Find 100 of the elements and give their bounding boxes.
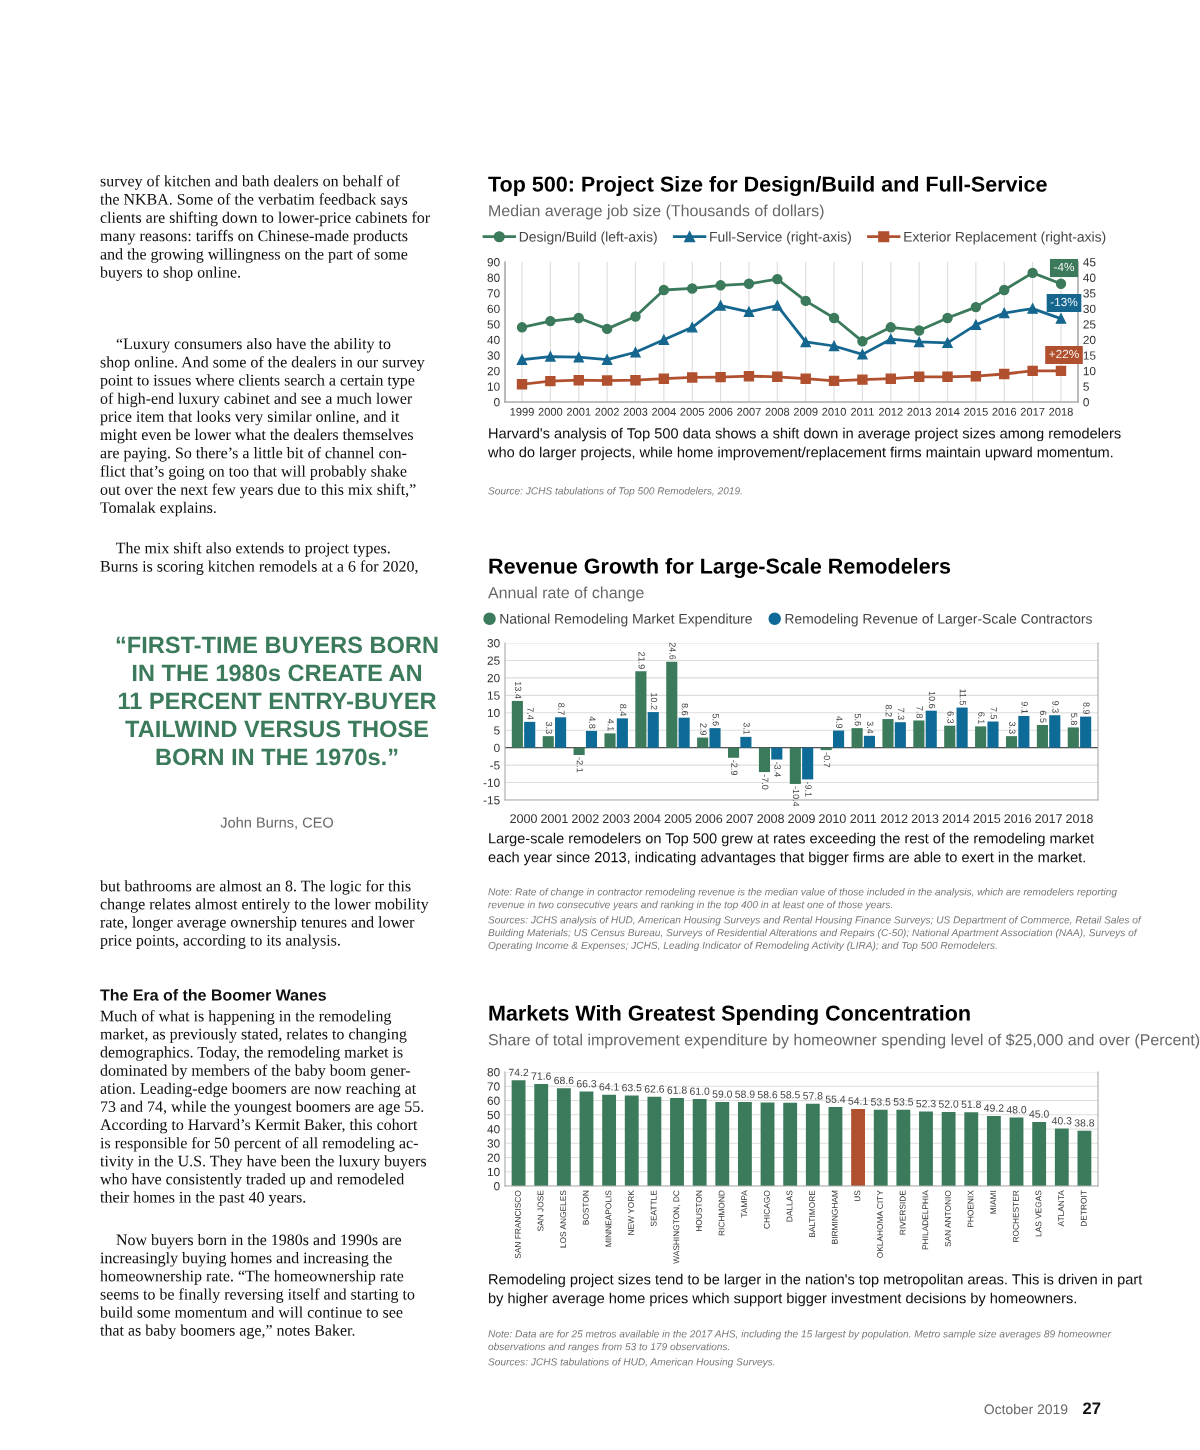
data-label: 55.4	[825, 1095, 846, 1103]
y2-tick-label: 0	[1083, 398, 1089, 407]
bar	[851, 1108, 866, 1186]
y-tick-label: 40	[487, 335, 500, 345]
y-tick-label: 10	[487, 1167, 500, 1177]
point	[970, 319, 982, 331]
bar	[556, 1088, 571, 1186]
data-label: 7.4	[527, 707, 534, 720]
bar	[697, 737, 709, 748]
point	[942, 371, 953, 383]
data-label: 64.1	[599, 1083, 619, 1091]
x-tick-label: 2016	[992, 407, 1017, 416]
point	[687, 322, 698, 333]
point	[942, 312, 953, 324]
text: Note: Data are for 25 metros available in the 2017 AHS, including the 15 largest by population. Metro sample size averages 89 homeowner observations and ranges from 53 to 179 observations.	[488, 1330, 1112, 1353]
y-tick-label: 80	[487, 1068, 500, 1077]
x-tick-label: MIAMI	[990, 1190, 997, 1214]
x-tick-label: SAN JOSE	[537, 1190, 544, 1231]
y-tick-label: 10	[487, 382, 500, 391]
data-label: 4.1	[607, 718, 614, 731]
point	[772, 273, 783, 285]
bar	[524, 721, 536, 748]
chart-title: Markets With Greatest Spending Concentration	[489, 1004, 970, 1026]
x-tick-label: 2000	[510, 814, 537, 824]
point	[658, 334, 670, 345]
bar	[602, 1094, 617, 1186]
point	[828, 340, 840, 352]
bar	[1036, 724, 1048, 748]
data-label: 62.6	[644, 1085, 665, 1093]
data-label: 8.6	[681, 703, 689, 716]
text: but bathrooms are almost an 8. The logic for this change relates almost entirely to the lower mobility rate, longer average ownership tenures and lower price points, according to its analysis.	[100, 880, 429, 949]
point	[857, 336, 868, 347]
y-tick-label: 25	[487, 656, 500, 665]
bar	[975, 726, 987, 748]
bar	[534, 1083, 549, 1186]
data-label: 66.3	[576, 1080, 597, 1088]
y-tick-label: 0	[494, 1182, 500, 1191]
y2-tick-label: 5	[1083, 382, 1089, 391]
data-label: 45.0	[1029, 1110, 1049, 1118]
data-label: 10.2	[650, 693, 658, 710]
data-label: 13.4	[514, 681, 522, 699]
x-tick-label: LAS VEGAS	[1035, 1190, 1042, 1237]
bar	[740, 736, 752, 748]
bar	[863, 735, 876, 748]
bar	[986, 1115, 1001, 1186]
bar	[1049, 715, 1061, 748]
point	[715, 300, 726, 311]
data-label: 53.5	[871, 1098, 891, 1106]
point	[516, 322, 528, 333]
bar	[709, 728, 721, 748]
point	[601, 323, 613, 335]
bar	[542, 736, 554, 748]
bar	[624, 1095, 639, 1186]
bar	[647, 712, 659, 748]
y-tick-label: 0	[494, 743, 500, 753]
bar	[727, 747, 740, 758]
bar	[789, 747, 801, 784]
bar	[964, 1112, 979, 1186]
bar	[913, 720, 925, 748]
x-tick-label: SAN FRANCISCO	[514, 1190, 521, 1259]
x-tick-label: 2007	[737, 407, 761, 416]
x-tick-label: LOS ANGELES	[560, 1190, 567, 1248]
bar	[616, 718, 628, 748]
bar	[894, 722, 906, 748]
x-tick-label: 2004	[633, 814, 661, 824]
data-label: 5.6	[854, 713, 862, 726]
point	[630, 375, 641, 386]
x-tick-label: 2010	[819, 814, 846, 824]
chart-title: Revenue Growth for Large-Scale Remodelers	[489, 557, 951, 579]
point	[1027, 365, 1038, 377]
data-label: 7.8	[916, 706, 923, 718]
point	[545, 351, 556, 362]
y-tick-label: 60	[487, 304, 500, 314]
bar	[1009, 1117, 1024, 1186]
point	[913, 336, 925, 348]
x-tick-label: 2003	[623, 407, 648, 416]
data-label: 7.3	[897, 708, 905, 720]
x-tick-label: BIRMINGHAM	[831, 1190, 838, 1244]
text: October 2019	[984, 1404, 1068, 1415]
source-note: Sources: JCHS tabulations of HUD, American Housing Surveys.	[488, 1358, 775, 1368]
bar	[1005, 736, 1018, 748]
x-tick-label: 2015	[964, 407, 988, 416]
point	[687, 372, 698, 383]
x-tick-label: 1999	[510, 407, 534, 416]
point	[715, 280, 726, 291]
data-label: 6.5	[1039, 710, 1047, 723]
x-tick-label: 2017	[1035, 814, 1062, 824]
bar	[783, 1102, 798, 1186]
bar	[833, 730, 845, 748]
data-label: 6.1	[978, 712, 985, 724]
x-tick-label: 2016	[1004, 814, 1032, 824]
y2-tick-label: 35	[1083, 289, 1096, 298]
data-label: 10.6	[928, 691, 936, 709]
data-label: 6.3	[947, 711, 954, 724]
point	[743, 278, 755, 289]
x-tick-label: 2017	[1020, 407, 1045, 416]
point	[800, 373, 811, 384]
bar	[987, 721, 999, 748]
bar	[670, 1097, 684, 1186]
point	[999, 307, 1010, 319]
